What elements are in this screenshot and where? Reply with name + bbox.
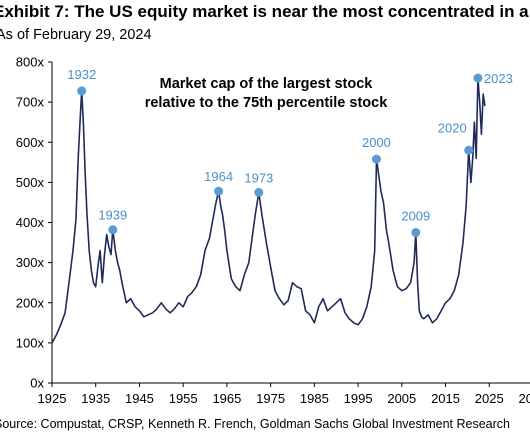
source-note: Source: Compustat, CRSP, Kenneth R. Fren… (0, 417, 510, 431)
series-line (51, 77, 486, 344)
peak-label: 2020 (438, 120, 467, 135)
x-tick-label: 1925 (38, 391, 67, 406)
x-tick-label: 1965 (212, 391, 241, 406)
peak-marker (473, 73, 483, 83)
peak-marker (77, 86, 87, 96)
series-layer (51, 77, 486, 344)
x-tick-label: 2035 (519, 391, 530, 406)
peak-label: 2023 (484, 71, 513, 86)
peak-marker (214, 186, 224, 196)
chart-subtitle: As of February 29, 2024 (0, 27, 152, 43)
y-tick-label: 800x (16, 55, 45, 70)
peak-marker (108, 225, 118, 235)
peak-label: 1932 (67, 67, 96, 82)
x-tick-label: 2005 (387, 391, 416, 406)
inset-title-line-1: Market cap of the largest stock (160, 76, 374, 92)
peak-label: 1939 (98, 208, 127, 223)
y-tick-label: 700x (16, 95, 45, 110)
x-tick-label: 1985 (300, 391, 329, 406)
y-tick-label: 300x (16, 255, 45, 270)
chart-title: Exhibit 7: The US equity market is near … (0, 2, 530, 21)
x-tick-label: 1975 (256, 391, 285, 406)
x-tick-label: 2025 (475, 391, 504, 406)
annotation-layer: 1932 1939 1964 1973 2000 2009 2020 2023 (67, 67, 513, 238)
peak-marker (411, 228, 421, 238)
axes: 0x 100x 200x 300x 400x 500x 600x 700x 800x 1925 19… (16, 55, 530, 406)
peak-label: 2009 (401, 209, 430, 224)
inset-title: Market cap of the largest stock relative… (145, 76, 388, 111)
peak-label: 2000 (362, 135, 391, 150)
y-tick-label: 600x (16, 135, 45, 150)
x-tick-label: 2015 (431, 391, 460, 406)
peak-marker (464, 145, 474, 155)
x-tick-label: 1945 (125, 391, 154, 406)
y-tick-label: 100x (16, 335, 45, 350)
peak-label: 1964 (204, 169, 233, 184)
peak-marker (371, 154, 381, 164)
y-tick-label: 400x (16, 215, 45, 230)
y-tick-label: 500x (16, 175, 45, 190)
x-tick-label: 1995 (344, 391, 373, 406)
x-tick-label: 1955 (169, 391, 198, 406)
y-tick-label: 0x (30, 376, 44, 391)
x-tick-label: 1935 (81, 391, 110, 406)
peak-marker (254, 187, 264, 197)
y-tick-label: 200x (16, 295, 45, 310)
peak-label: 1973 (244, 170, 273, 185)
inset-title-line-2: relative to the 75th percentile stock (145, 95, 388, 111)
